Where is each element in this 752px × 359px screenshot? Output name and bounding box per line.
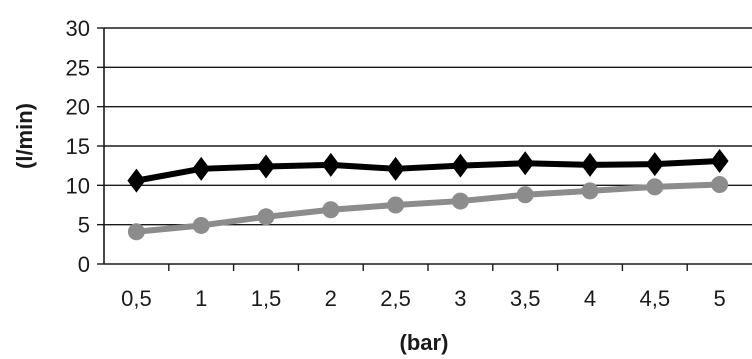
x-tick-label: 1,5 [251, 286, 282, 311]
y-tick-label: 30 [66, 16, 90, 41]
series-line [136, 181, 720, 235]
data-point-diamond [257, 154, 275, 179]
y-tick-label: 10 [66, 173, 90, 198]
data-point-circle [516, 186, 534, 204]
x-tick-label: 3,5 [510, 286, 541, 311]
data-point-diamond [386, 156, 405, 181]
x-tick-label: 2,5 [380, 286, 411, 311]
data-point-diamond [710, 148, 729, 173]
data-point-circle [387, 196, 405, 214]
data-point-diamond [192, 156, 211, 181]
data-point-diamond [581, 152, 599, 177]
data-point-circle [581, 182, 599, 200]
data-point-circle [451, 192, 469, 210]
data-point-circle [322, 201, 340, 219]
tick-labels: 0 5 10 15 20 25 30 0,5 1 1,5 2 2,5 3 3,5 4 4,5 5 [66, 16, 726, 311]
y-tick-label: 20 [66, 95, 90, 120]
data-point-diamond [321, 152, 340, 177]
x-tick-label: 4,5 [640, 286, 671, 311]
series-line [135, 157, 720, 184]
x-tick-label: 3 [454, 286, 466, 311]
series-2 [127, 176, 729, 241]
data-point-circle [711, 176, 729, 194]
y-tick-label: 15 [66, 134, 90, 159]
axes [97, 27, 752, 271]
x-tick-label: 2 [325, 286, 337, 311]
data-point-diamond [516, 151, 535, 176]
series-group [127, 148, 729, 241]
x-tick-label: 5 [713, 286, 725, 311]
x-tick-label: 0,5 [121, 286, 152, 311]
x-tick-label: 4 [584, 286, 596, 311]
data-point-diamond [127, 168, 146, 193]
y-tick-label: 0 [78, 252, 90, 277]
y-axis-title: (l/min) [12, 103, 37, 169]
x-tick-label: 1 [195, 286, 207, 311]
series-1 [127, 148, 729, 193]
gridlines [104, 27, 752, 226]
data-point-circle [127, 223, 145, 241]
data-point-diamond [451, 153, 470, 178]
y-tick-label: 5 [78, 213, 90, 238]
data-point-circle [192, 216, 210, 234]
data-point-diamond [645, 152, 664, 177]
data-point-circle [646, 178, 664, 196]
x-axis-title: (bar) [400, 330, 449, 355]
data-point-circle [257, 208, 275, 226]
y-tick-label: 25 [66, 55, 90, 80]
